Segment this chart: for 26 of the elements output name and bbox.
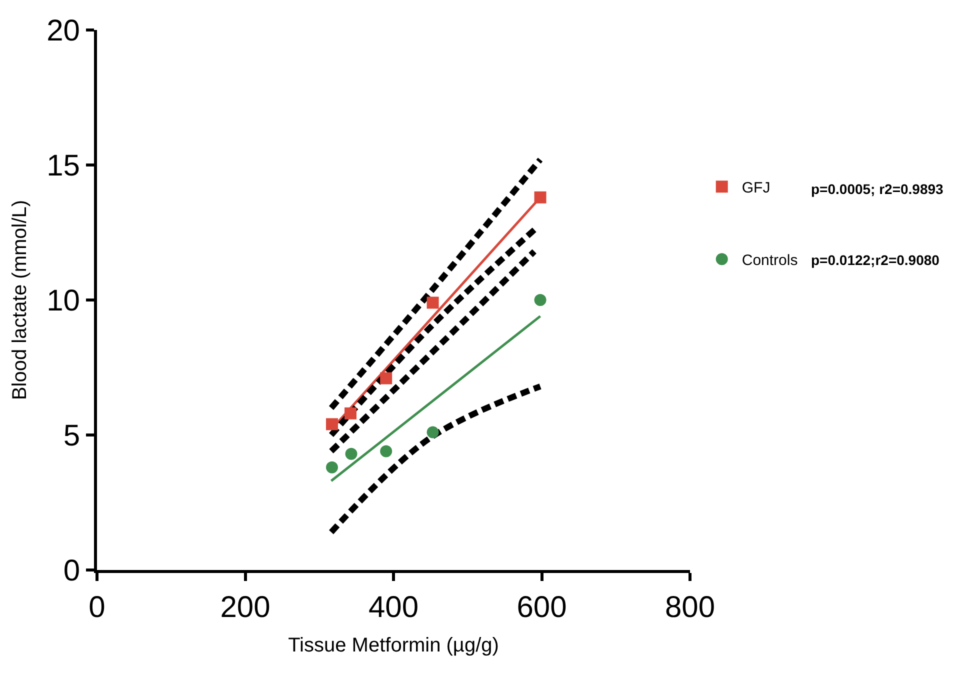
x-tick-label: 200 — [220, 591, 270, 624]
point — [380, 372, 392, 384]
x-tick-label: 600 — [516, 591, 567, 624]
x-tick-label: 0 — [88, 591, 106, 624]
legend-label: Controls — [742, 252, 798, 269]
point — [534, 294, 546, 306]
y-tick-label: 0 — [63, 554, 80, 588]
text: p=0.0122;r2=0.9080 — [811, 252, 940, 268]
y-tick-label: 20 — [46, 14, 80, 48]
point — [380, 445, 392, 458]
y-tick-label: 10 — [46, 284, 80, 318]
text: p=0.0005; r2=0.9893 — [811, 181, 944, 197]
y-tick-label: 15 — [46, 150, 80, 182]
x-tick-label: 400 — [368, 591, 419, 624]
point — [344, 407, 357, 420]
x-tick-label: 800 — [664, 591, 716, 624]
x-axis-title: Tissue Metformin (µg/g) — [288, 634, 499, 656]
legend-label: GFJ — [742, 180, 770, 196]
y-axis-title: Blood lactate (mmol/L) — [9, 200, 32, 400]
y-tick-label: 5 — [63, 420, 80, 452]
point — [326, 461, 338, 474]
point — [534, 191, 546, 204]
point — [426, 426, 439, 438]
point — [326, 418, 338, 430]
point — [426, 296, 439, 309]
point — [345, 448, 358, 460]
